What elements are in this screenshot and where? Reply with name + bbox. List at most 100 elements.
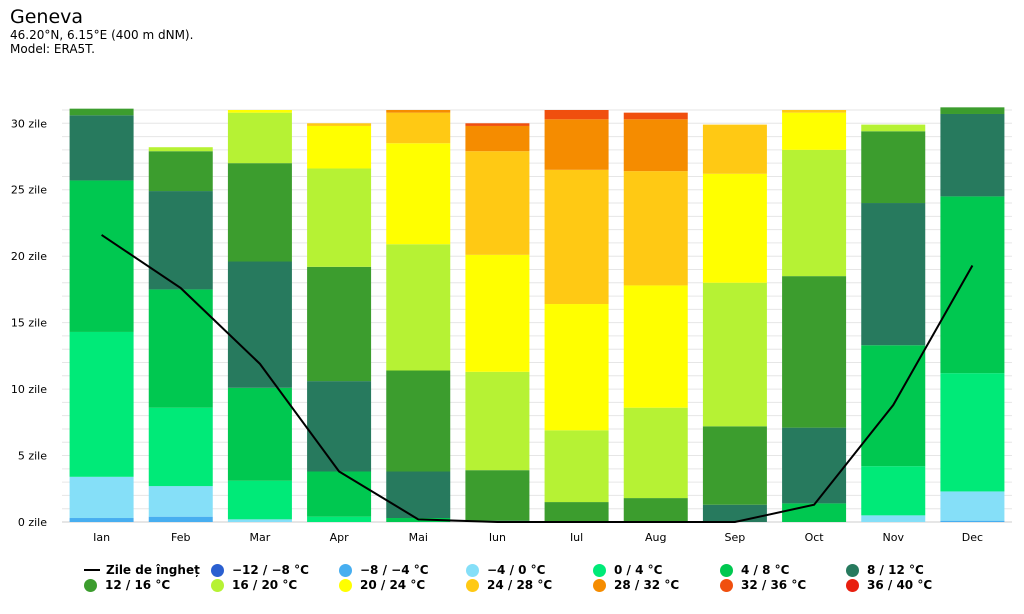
bar-segment[interactable] [623,112,688,120]
bar-segment[interactable] [386,244,451,371]
bar-segment[interactable] [861,124,926,132]
bar-segment[interactable] [227,163,292,262]
legend-line-swatch [84,569,100,571]
bar-segment[interactable] [782,110,847,113]
bar-segment[interactable] [940,520,1005,522]
bar-segment[interactable] [623,119,688,172]
legend-item[interactable]: 24 / 28 °C [466,578,552,592]
legend-item[interactable]: 4 / 8 °C [720,563,789,577]
bar-segment[interactable] [307,123,372,126]
bar-segment[interactable] [861,131,926,204]
bar-segment[interactable] [702,504,767,522]
bar-segment[interactable] [940,113,1005,197]
bar-segment[interactable] [861,203,926,346]
bar-segment[interactable] [623,407,688,499]
legend-color-dot [593,578,606,592]
bar-segment[interactable] [861,466,926,516]
x-tick-label: Sep [725,531,746,544]
legend-label: 24 / 28 °C [487,578,553,592]
bar-segment[interactable] [386,112,451,144]
bar-segment[interactable] [702,426,767,505]
bar-segment[interactable] [307,266,372,382]
bar-segment[interactable] [227,110,292,113]
bar-segment[interactable] [940,491,1005,521]
legend-item[interactable]: 0 / 4 °C [593,563,662,577]
bar-segment[interactable] [148,191,213,290]
y-tick-label: 0 zile [18,516,47,529]
legend-label: −4 / 0 °C [487,563,546,577]
legend-item[interactable]: 36 / 40 °C [846,578,932,592]
bar-segment[interactable] [623,285,688,408]
bar-segment[interactable] [623,171,688,286]
bar-segment[interactable] [386,471,451,519]
bar-segment[interactable] [702,173,767,283]
bar-segment[interactable] [861,515,926,522]
bar-segment[interactable] [940,196,1005,374]
bar-segment[interactable] [465,254,530,372]
x-tick-label: Aug [645,531,666,544]
legend-color-dot [211,563,224,577]
bar-segment[interactable] [940,373,1005,492]
bar-segment[interactable] [386,143,451,245]
legend-item[interactable]: 32 / 36 °C [720,578,806,592]
bar-segment[interactable] [148,516,213,522]
legend-label: 16 / 20 °C [232,578,298,592]
bar-segment[interactable] [148,147,213,152]
bar-segment[interactable] [782,427,847,504]
bar-segment[interactable] [544,304,609,431]
legend-item[interactable]: 16 / 20 °C [211,578,297,592]
bar-segment[interactable] [307,381,372,472]
legend-item[interactable]: Zile de îngheț [84,563,200,577]
legend-color-dot [720,563,733,577]
bar-segment[interactable] [307,125,372,169]
bar-segment[interactable] [69,331,134,477]
bar-segment[interactable] [465,151,530,255]
legend-item[interactable]: 20 / 24 °C [339,578,425,592]
bar-segment[interactable] [227,480,292,520]
legend-color-dot [339,578,352,592]
bar-segment[interactable] [782,149,847,277]
bar-segment[interactable] [69,476,134,519]
bar-segment[interactable] [544,119,609,170]
bar-segment[interactable] [386,110,451,113]
legend-color-dot [846,563,859,577]
bar-segment[interactable] [148,486,213,517]
bar-segment[interactable] [69,108,134,116]
bar-segment[interactable] [227,519,292,522]
bar-segment[interactable] [227,112,292,164]
bar-segment[interactable] [544,502,609,522]
bar-segment[interactable] [307,471,372,517]
legend-item[interactable]: −4 / 0 °C [466,563,545,577]
bar-segment[interactable] [544,110,609,120]
bar-segment[interactable] [227,261,292,388]
bar-segment[interactable] [386,370,451,472]
bar-segment[interactable] [227,387,292,481]
bar-segment[interactable] [148,289,213,408]
legend-item[interactable]: −12 / −8 °C [211,563,309,577]
legend-item[interactable]: 8 / 12 °C [846,563,924,577]
bar-segment[interactable] [465,371,530,471]
bar-segment[interactable] [544,169,609,305]
bar-segment[interactable] [465,470,530,521]
bar-segment[interactable] [465,123,530,126]
bar-segment[interactable] [307,168,372,267]
bar-segment[interactable] [544,430,609,503]
legend-label: 8 / 12 °C [867,563,924,577]
bar-segment[interactable] [148,407,213,487]
bar-segment[interactable] [69,180,134,332]
bar-segment[interactable] [782,503,847,522]
bar-segment[interactable] [702,282,767,427]
bar-segment[interactable] [782,276,847,428]
bar-segment[interactable] [702,124,767,174]
legend-item[interactable]: 28 / 32 °C [593,578,679,592]
bar-segment[interactable] [940,107,1005,114]
bar-segment[interactable] [465,125,530,152]
bar-segment[interactable] [782,112,847,150]
legend-item[interactable]: 12 / 16 °C [84,578,170,592]
legend-item[interactable]: −8 / −4 °C [339,563,429,577]
bar-segment[interactable] [307,516,372,522]
bar-segment[interactable] [69,115,134,181]
bar-segment[interactable] [623,498,688,522]
bar-segment[interactable] [148,151,213,192]
bar-segment[interactable] [69,518,134,522]
